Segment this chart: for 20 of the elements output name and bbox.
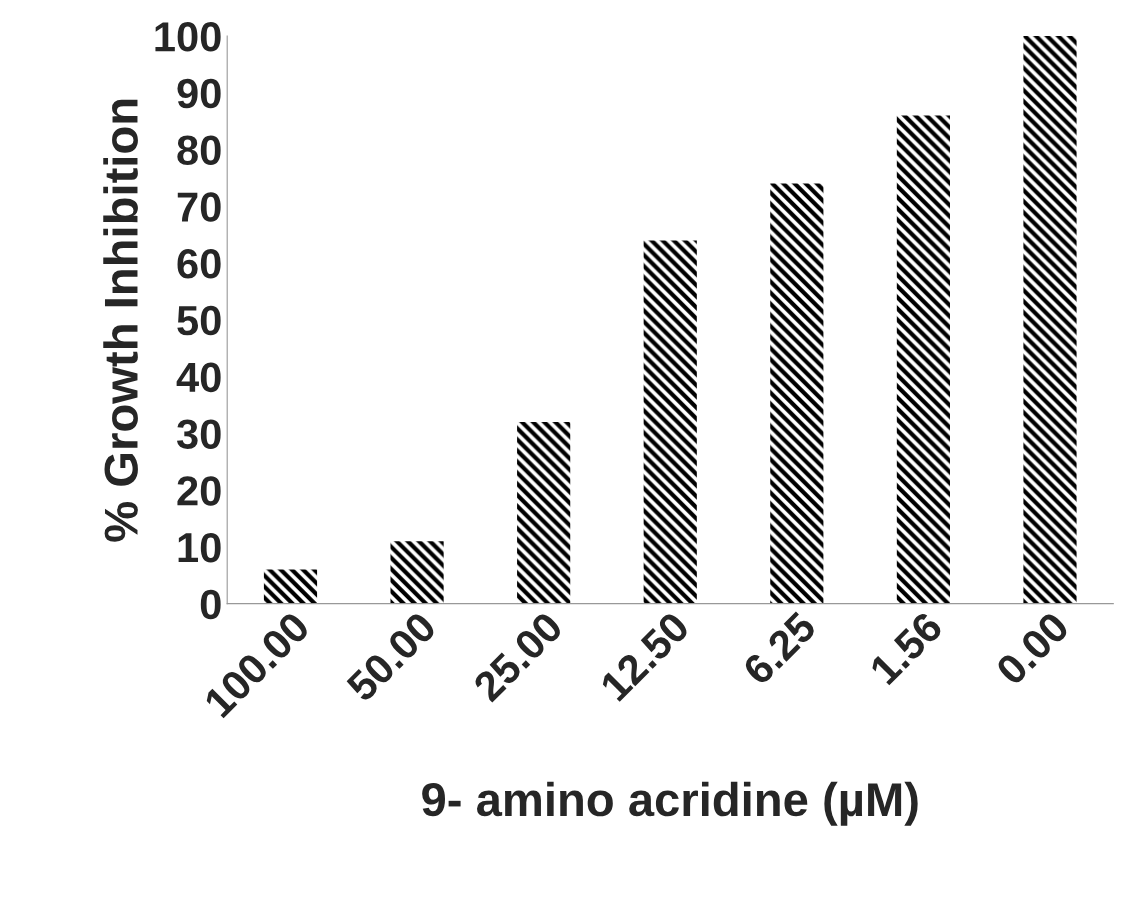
y-tick-label: 50 [177, 305, 221, 336]
bar [896, 115, 950, 604]
bar [263, 569, 318, 604]
bar [517, 422, 571, 604]
y-tick-label: 30 [176, 419, 221, 449]
bar [1023, 36, 1077, 604]
bar [643, 240, 697, 604]
bar [390, 541, 444, 604]
y-tick-label: 20 [177, 476, 221, 506]
y-tick-label: 70 [177, 192, 221, 222]
y-tick-label: 100 [155, 22, 221, 52]
y-tick-label: 80 [177, 135, 221, 166]
y-tick-label: 90 [177, 78, 221, 109]
y-tick-label: 40 [176, 362, 221, 393]
y-axis-title: % Growth Inhibition [103, 99, 138, 542]
y-tick-label: 60 [177, 249, 221, 279]
x-axis-title: 9- amino acridine (µM) [422, 781, 918, 826]
x-tick-label: 0.00 [994, 610, 1071, 687]
y-tick-label: 10 [178, 532, 221, 563]
bar [770, 183, 824, 604]
